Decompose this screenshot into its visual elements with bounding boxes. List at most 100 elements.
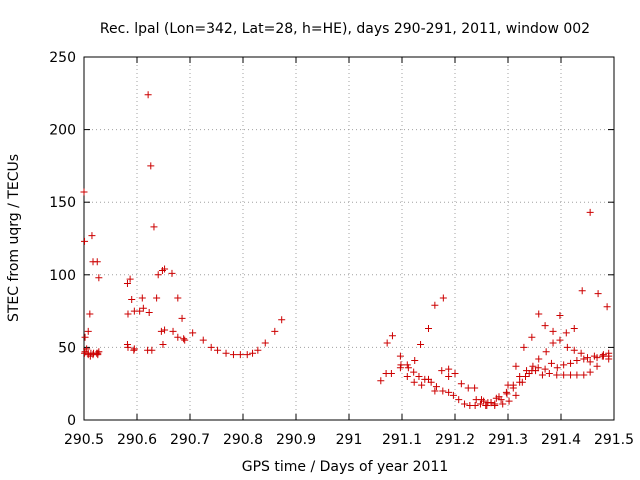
data-point [81, 333, 89, 341]
data-point [432, 383, 440, 391]
data-point [153, 294, 161, 302]
data-point [403, 361, 411, 369]
data-point [445, 372, 453, 380]
y-tick-label: 100 [49, 268, 76, 284]
data-point [214, 346, 222, 354]
data-point [431, 387, 439, 395]
data-point [503, 390, 511, 398]
data-point [410, 368, 418, 376]
data-point [93, 258, 101, 266]
x-tick-label: 290.7 [170, 432, 210, 448]
data-point [80, 188, 88, 196]
data-point [499, 400, 507, 408]
data-point [556, 311, 564, 319]
data-point [516, 372, 524, 380]
data-point [123, 340, 131, 348]
data-point [483, 401, 491, 409]
data-point [487, 399, 495, 407]
y-tick-label: 250 [49, 50, 76, 66]
data-point [130, 345, 138, 353]
x-tick-label: 290.5 [64, 432, 104, 448]
data-point [383, 339, 391, 347]
data-point [123, 280, 131, 288]
data-point [174, 294, 182, 302]
data-point [556, 336, 564, 344]
y-tick-label: 50 [58, 340, 76, 356]
data-point [577, 349, 585, 357]
data-point [584, 354, 591, 362]
data-point [88, 232, 96, 240]
data-point [593, 362, 601, 370]
data-point [567, 359, 575, 367]
data-point [243, 351, 251, 359]
data-point [425, 325, 432, 333]
data-point [168, 269, 176, 277]
data-point [410, 378, 418, 386]
data-point [445, 388, 453, 396]
data-point [472, 396, 480, 404]
data-point [512, 391, 520, 399]
data-point [180, 335, 188, 343]
data-point [415, 372, 423, 380]
data-point [254, 346, 262, 354]
data-point [431, 301, 439, 309]
data-point [532, 367, 540, 375]
data-point [457, 380, 465, 388]
data-point [249, 349, 257, 357]
data-point [505, 397, 513, 405]
x-tick-label: 290.8 [223, 432, 263, 448]
data-point [480, 397, 488, 405]
data-point [553, 364, 561, 372]
data-point [491, 401, 499, 409]
x-tick-label: 291.5 [594, 432, 634, 448]
data-point [278, 316, 286, 324]
data-point [397, 361, 405, 369]
data-point [417, 340, 425, 348]
data-point [388, 332, 396, 340]
x-tick-label: 291.2 [435, 432, 475, 448]
data-point [535, 310, 543, 318]
y-axis-label: STEC from uqrg / TECUs [6, 154, 22, 322]
x-tick-label: 290.9 [276, 432, 316, 448]
data-point [84, 327, 92, 335]
data-point [95, 274, 103, 282]
data-point [570, 325, 578, 333]
x-axis-label: GPS time / Days of year 2011 [242, 459, 449, 475]
data-point [94, 351, 102, 359]
data-point [83, 345, 91, 353]
data-point [590, 352, 598, 360]
data-point [560, 371, 568, 379]
data-point [455, 396, 463, 404]
data-point [157, 327, 165, 335]
data-point [528, 333, 536, 341]
data-point [573, 356, 581, 364]
data-point [439, 294, 447, 302]
data-point [178, 314, 186, 322]
data-point [387, 370, 395, 378]
data-points [80, 91, 613, 409]
data-point [181, 336, 189, 344]
data-point [150, 223, 158, 231]
data-point [147, 162, 155, 170]
data-point [541, 322, 549, 330]
data-point [549, 327, 557, 335]
data-point [154, 271, 162, 279]
data-point [586, 368, 594, 376]
data-point [396, 352, 404, 360]
data-point [138, 294, 146, 302]
data-point [199, 336, 207, 344]
data-point [605, 349, 613, 357]
data-point [471, 384, 479, 392]
data-point [570, 346, 578, 354]
data-point [471, 401, 479, 409]
data-point [541, 365, 549, 373]
data-point [445, 365, 453, 373]
data-point [148, 346, 156, 354]
data-point [464, 384, 472, 392]
data-point [603, 303, 611, 311]
y-tick-labels: 0 50 100 150 200 250 [49, 50, 76, 429]
data-point [86, 310, 94, 318]
data-point [449, 391, 457, 399]
y-tick-label: 200 [49, 123, 76, 139]
data-point [174, 333, 182, 341]
